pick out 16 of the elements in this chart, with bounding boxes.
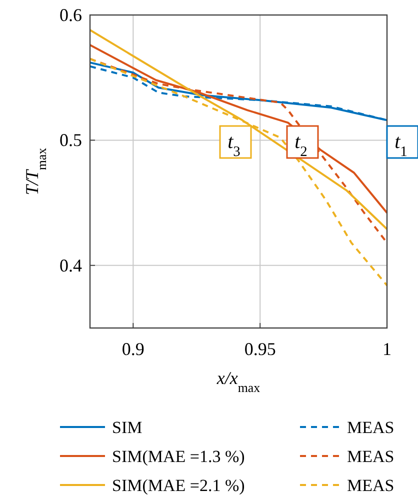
legend-label: MEAS — [347, 447, 394, 466]
legend-label: SIM(MAE =1.3 %) — [112, 447, 245, 466]
y-tick-label: 0.4 — [60, 255, 82, 276]
x-tick-label: 0.9 — [122, 339, 144, 359]
annotation: t$_{3}$ — [228, 131, 240, 160]
y-tick-label: 0.5 — [60, 130, 82, 150]
legend-label: MEAS — [347, 418, 394, 437]
text: t$_{1}$ — [394, 131, 408, 160]
x-tick-label: 1 — [382, 339, 392, 359]
legend-label: SIM(MAE =2.1 %) — [112, 476, 245, 495]
legend-label: MEAS — [347, 476, 394, 495]
x-axis-title: x/x$_{max}$ — [216, 368, 261, 394]
legend-label: SIM — [112, 418, 142, 437]
x-tick-label: 0.95 — [244, 339, 276, 359]
annotation: t$_{2}$ — [294, 131, 308, 160]
y-tick-label: 0.6 — [60, 5, 82, 25]
